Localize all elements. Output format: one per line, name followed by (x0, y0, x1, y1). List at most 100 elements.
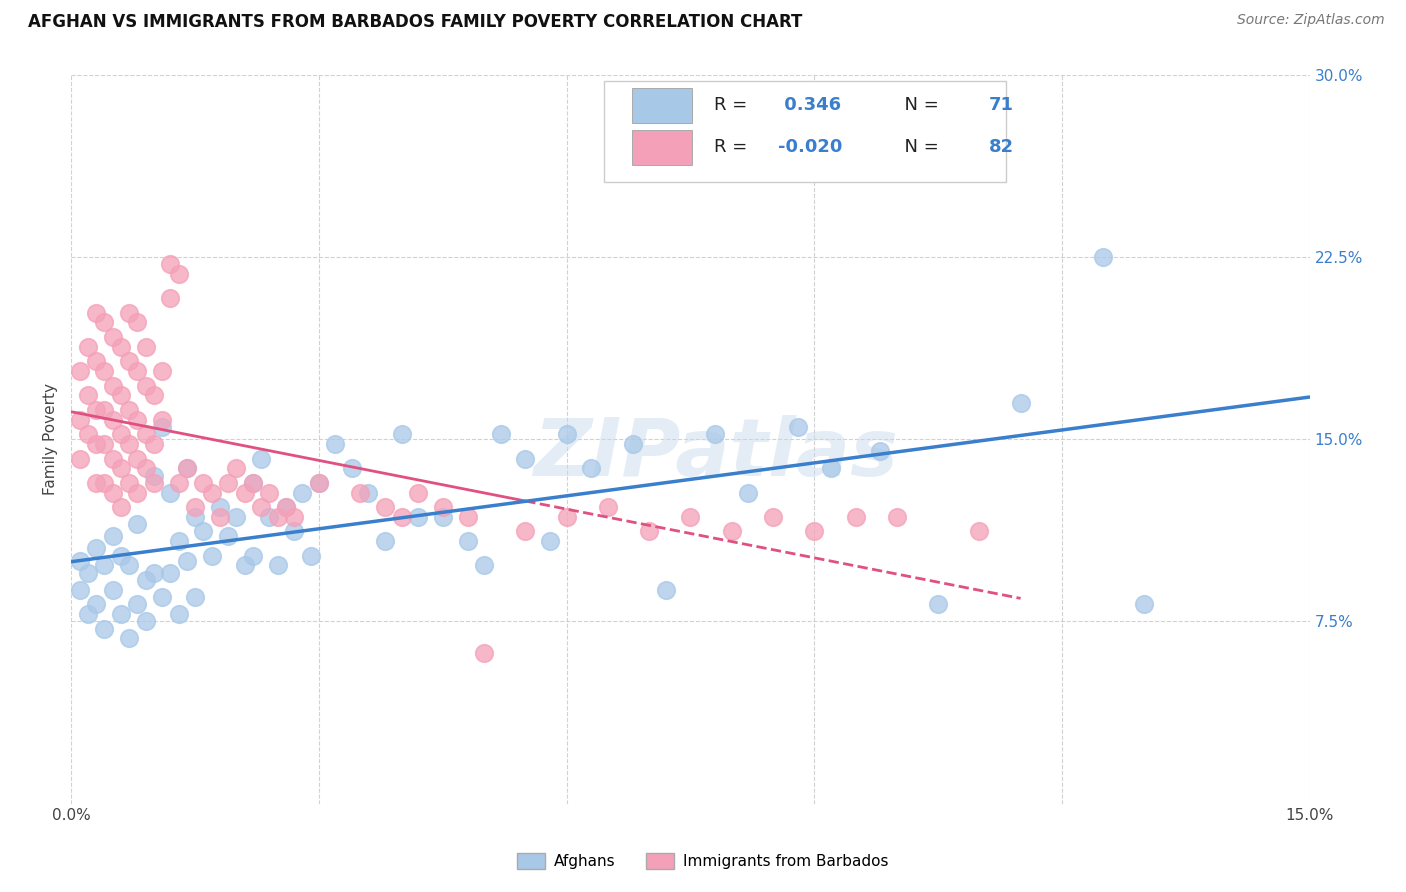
Point (93, 622, 115, 636)
Point (167, 267, 190, 281)
Point (869, 444, 891, 458)
Point (432, 509, 454, 524)
Point (135, 427, 157, 442)
Text: R =: R = (714, 96, 754, 114)
Point (76, 427, 98, 442)
Point (250, 451, 273, 466)
Point (142, 388, 165, 402)
Point (391, 509, 413, 524)
Point (266, 558, 288, 573)
Point (101, 485, 124, 500)
Point (291, 485, 314, 500)
Point (69, 451, 91, 466)
Point (340, 461, 363, 475)
Point (69, 364, 91, 378)
Point (638, 524, 661, 539)
Point (391, 427, 413, 442)
Point (250, 500, 273, 515)
Point (762, 509, 785, 524)
Point (184, 500, 207, 515)
Point (118, 632, 141, 646)
Point (69, 553, 91, 567)
Point (93, 403, 115, 417)
Point (581, 461, 603, 475)
Point (110, 388, 132, 402)
Point (176, 461, 198, 475)
Point (101, 582, 124, 597)
Text: R =: R = (714, 138, 754, 156)
Point (127, 315, 149, 329)
Point (274, 500, 297, 515)
Point (110, 340, 132, 354)
Point (201, 485, 224, 500)
Point (704, 427, 727, 442)
Point (184, 590, 207, 604)
Point (84, 598, 107, 612)
Point (93, 437, 115, 451)
Point (299, 549, 322, 563)
Point (127, 598, 149, 612)
Point (737, 485, 759, 500)
FancyBboxPatch shape (603, 81, 1007, 182)
Point (76, 340, 98, 354)
Point (374, 500, 396, 515)
Point (84, 437, 107, 451)
Point (110, 427, 132, 442)
Point (127, 412, 149, 426)
Point (621, 437, 644, 451)
Point (489, 427, 512, 442)
Point (84, 541, 107, 556)
Point (233, 485, 256, 500)
Point (110, 549, 132, 563)
Point (242, 475, 264, 490)
Point (472, 558, 495, 573)
Point (76, 388, 98, 402)
Point (167, 607, 190, 621)
Point (150, 420, 173, 434)
Point (159, 291, 181, 305)
Point (201, 549, 224, 563)
Point (193, 524, 215, 539)
Point (555, 509, 578, 524)
Point (127, 364, 149, 378)
Point (217, 475, 239, 490)
Point (1010, 395, 1032, 409)
Point (118, 558, 141, 573)
Point (457, 534, 479, 549)
Point (308, 475, 330, 490)
Point (84, 354, 107, 368)
Point (266, 509, 288, 524)
Point (927, 598, 949, 612)
Point (76, 607, 98, 621)
Point (84, 475, 107, 490)
Point (142, 566, 165, 580)
Point (844, 509, 866, 524)
Point (1092, 250, 1115, 264)
Point (259, 509, 281, 524)
Y-axis label: Family Poverty: Family Poverty (44, 383, 58, 495)
Point (374, 534, 396, 549)
Point (101, 451, 124, 466)
Point (406, 485, 429, 500)
Point (886, 509, 908, 524)
Point (515, 451, 537, 466)
Point (357, 485, 380, 500)
Point (118, 403, 141, 417)
Point (457, 509, 479, 524)
Point (135, 340, 157, 354)
Point (84, 403, 107, 417)
Point (233, 558, 256, 573)
Text: ZIPatlas: ZIPatlas (533, 415, 897, 492)
Point (679, 509, 702, 524)
Point (167, 475, 190, 490)
Point (283, 509, 305, 524)
Point (225, 461, 247, 475)
Point (93, 475, 115, 490)
Point (472, 646, 495, 660)
Point (93, 364, 115, 378)
Point (308, 475, 330, 490)
Point (150, 364, 173, 378)
Point (242, 475, 264, 490)
Point (349, 485, 371, 500)
Point (283, 524, 305, 539)
